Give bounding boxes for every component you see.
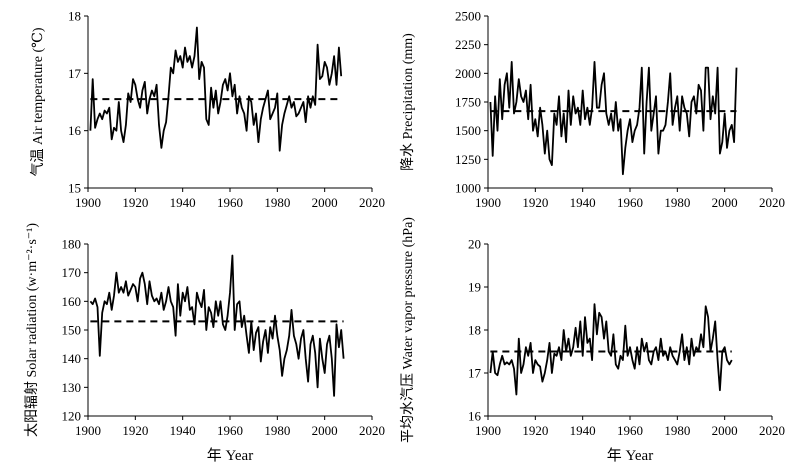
y-tick-label: 2250 [455, 37, 481, 52]
y-axis-title: 太阳辐射 Solar radiation (w·m⁻²·s⁻¹) [24, 223, 40, 437]
y-axis-title: 平均水汽压 Water vapor pressure (hPa) [400, 217, 416, 443]
y-tick-label: 20 [468, 237, 481, 252]
x-tick-label: 1900 [75, 195, 101, 210]
y-tick-label: 1500 [455, 123, 481, 138]
x-tick-label: 2020 [359, 423, 385, 438]
y-tick-label: 170 [62, 265, 82, 280]
x-tick-label: 1900 [475, 423, 501, 438]
x-tick-label: 2020 [359, 195, 385, 210]
x-tick-label: 1900 [75, 423, 101, 438]
y-tick-label: 16 [68, 123, 82, 138]
x-tick-label: 1920 [522, 195, 548, 210]
y-tick-label: 140 [62, 351, 82, 366]
x-tick-label: 2020 [759, 423, 785, 438]
series-line [89, 26, 343, 152]
x-tick-label: 1980 [264, 195, 290, 210]
x-tick-label: 1960 [617, 423, 643, 438]
x-axis-title: 年 Year [207, 447, 253, 464]
x-tick-label: 2000 [712, 423, 738, 438]
x-tick-label: 1980 [664, 423, 690, 438]
y-tick-label: 19 [468, 280, 481, 295]
x-tick-label: 1960 [217, 423, 243, 438]
series-line [489, 61, 738, 176]
x-tick-label: 1920 [122, 195, 148, 210]
y-tick-label: 16 [468, 409, 482, 424]
y-tick-label: 120 [62, 409, 82, 424]
y-tick-label: 18 [68, 9, 81, 24]
x-tick-label: 1940 [170, 195, 196, 210]
x-tick-label: 1960 [217, 195, 243, 210]
y-tick-label: 160 [62, 294, 82, 309]
y-axis-title: 降水 Precipitation (mm) [400, 33, 416, 171]
y-tick-label: 130 [62, 380, 82, 395]
x-tick-label: 1960 [617, 195, 643, 210]
y-tick-label: 1000 [455, 181, 481, 196]
series-line [89, 254, 345, 397]
x-tick-label: 1940 [570, 195, 596, 210]
y-tick-label: 2000 [455, 66, 481, 81]
x-tick-label: 1920 [122, 423, 148, 438]
x-tick-label: 2020 [759, 195, 785, 210]
x-tick-label: 1980 [664, 195, 690, 210]
x-tick-label: 2000 [712, 195, 738, 210]
series-line [489, 303, 733, 396]
x-tick-label: 1940 [570, 423, 596, 438]
chart-panel-2: 1000 1250 1500 1750 2000 2250 2500 1900 1920 1940… [400, 9, 785, 211]
y-tick-label: 15 [68, 181, 81, 196]
y-tick-label: 1250 [455, 152, 481, 167]
chart-panel-1: 15 16 17 18 1900 1920 1940 1960 1980 2000 2020 气温 A… [30, 9, 385, 211]
x-tick-label: 2000 [312, 423, 338, 438]
y-tick-label: 2500 [455, 9, 481, 24]
y-axis-title: 气温 Air temperature (℃) [30, 27, 46, 176]
x-axis-title: 年 Year [607, 447, 653, 464]
y-tick-label: 18 [468, 323, 481, 338]
x-tick-label: 1980 [264, 423, 290, 438]
x-tick-label: 1920 [522, 423, 548, 438]
x-tick-label: 1900 [475, 195, 501, 210]
y-tick-label: 1750 [455, 95, 481, 110]
y-tick-label: 150 [62, 323, 82, 338]
x-tick-label: 1940 [170, 423, 196, 438]
chart-panel-3: 120 130 140 150 160 170 180 1900 1920 1940 1960 198… [24, 223, 385, 464]
y-tick-label: 17 [68, 66, 82, 81]
y-tick-label: 17 [468, 366, 482, 381]
y-tick-label: 180 [62, 237, 82, 252]
x-tick-label: 2000 [312, 195, 338, 210]
